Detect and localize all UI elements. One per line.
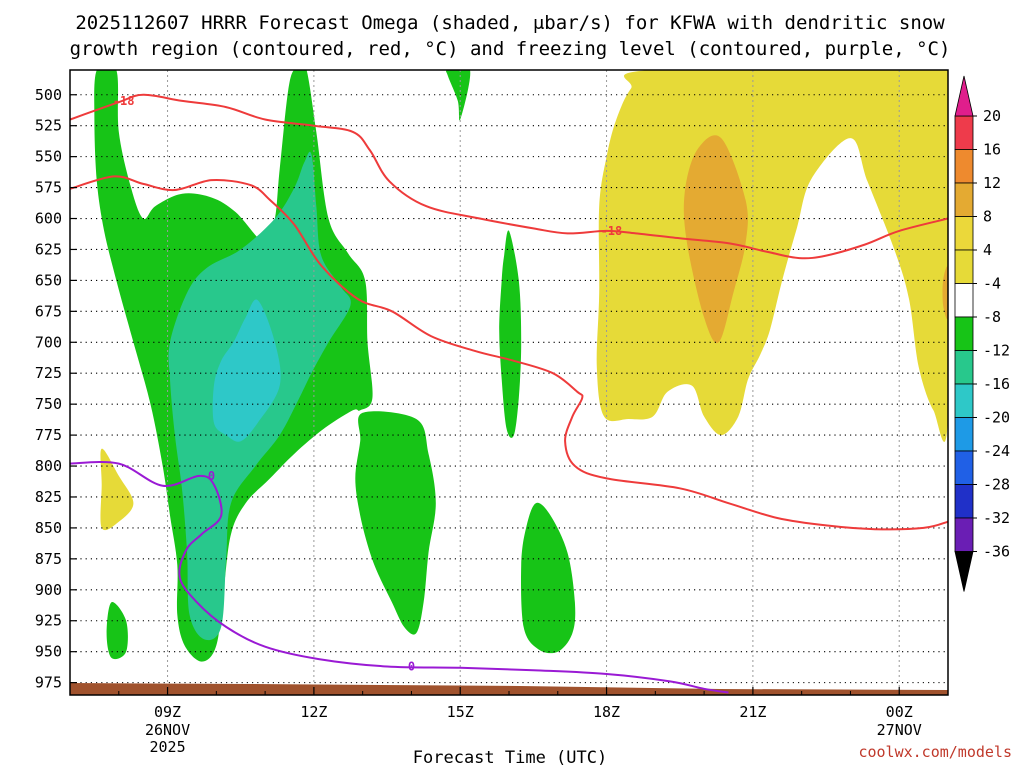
omega-region--4-5: [499, 230, 522, 438]
y-tick-label: 875: [35, 550, 62, 568]
y-tick-label: 550: [35, 148, 62, 166]
colorbar-label: -8: [983, 308, 1001, 326]
colorbar-label: -16: [983, 375, 1010, 393]
colorbar-segment: [954, 182, 974, 217]
red-contour-label: -18: [601, 224, 623, 238]
dendritic-growth-contours: -18 -18: [70, 93, 948, 531]
omega-region-4-9: [596, 70, 948, 442]
colorbar-segment: [954, 417, 974, 452]
omega-region--12-2: [212, 299, 281, 442]
colorbar-bottom-arrow: [954, 551, 974, 592]
y-tick-label: 850: [35, 519, 62, 537]
y-tick-label: 675: [35, 302, 62, 320]
colorbar-segment: [954, 115, 974, 150]
y-tick-label: 575: [35, 179, 62, 197]
freezing-level-line: [70, 460, 729, 694]
colorbar-segment: [954, 450, 974, 485]
y-tick-label: 825: [35, 488, 62, 506]
y-tick-label: 625: [35, 240, 62, 258]
colorbar-top-arrow: [954, 75, 974, 117]
omega-region--4-4: [445, 70, 471, 121]
colorbar-label: -24: [983, 442, 1010, 460]
colorbar-label: -12: [983, 342, 1010, 360]
red-contour-1: [70, 175, 948, 531]
x-tick-label: 00Z: [886, 703, 913, 721]
colorbar-segment: [954, 484, 974, 519]
chart-title: 2025112607 HRRR Forecast Omega (shaded, …: [70, 12, 951, 60]
y-tick-label: 600: [35, 210, 62, 228]
y-tick-label: 900: [35, 581, 62, 599]
y-tick-label: 725: [35, 364, 62, 382]
omega-shading: [94, 70, 948, 662]
colorbar-label: 12: [983, 174, 1001, 192]
omega-region-4-8: [100, 448, 134, 531]
x-tick-label: 09Z: [154, 703, 181, 721]
omega-region--4-7: [106, 601, 128, 660]
freezing-level-label: 0: [408, 660, 415, 674]
x-tick-label: 12Z: [300, 703, 327, 721]
title-line-1: 2025112607 HRRR Forecast Omega (shaded, …: [75, 12, 945, 34]
colorbar-label: -32: [983, 509, 1010, 527]
y-axis-pressure: 500 525 550 575 600 625 650 675 700 725 750 775 800 8…: [35, 86, 77, 692]
colorbar-label: 20: [983, 107, 1001, 125]
x-year-label: 2025: [149, 738, 185, 756]
colorbar-label: 8: [983, 208, 992, 226]
colorbar-label: 4: [983, 241, 992, 259]
x-tick-label: 18Z: [593, 703, 620, 721]
omega-region--4-3: [355, 411, 436, 635]
y-tick-label: 500: [35, 86, 62, 104]
freezing-level-label: 0: [208, 469, 215, 483]
omega-region--4-6: [521, 502, 576, 654]
colorbar-label: -28: [983, 476, 1010, 494]
y-tick-label: 975: [35, 674, 62, 692]
y-tick-label: 925: [35, 612, 62, 630]
y-tick-label: 775: [35, 426, 62, 444]
colorbar-label: -20: [983, 409, 1010, 427]
colorbar-label: 16: [983, 141, 1001, 159]
colorbar-legend: 20 16 12 8 4 -4 -8 -12 -16 -20 -24 -28 -32 -36: [954, 75, 1010, 592]
y-tick-label: 525: [35, 117, 62, 135]
colorbar-label: -36: [983, 543, 1010, 561]
red-contour-0: [70, 93, 948, 260]
y-tick-label: 800: [35, 457, 62, 475]
credit-text: coolwx.com/models: [858, 743, 1012, 761]
x-date-label: 27NOV: [877, 721, 922, 739]
colorbar-segment: [954, 383, 974, 418]
x-date-label: 26NOV: [145, 721, 190, 739]
omega-region-8-11: [942, 266, 948, 320]
x-axis-label: Forecast Time (UTC): [413, 748, 607, 768]
colorbar-segment: [954, 316, 974, 351]
colorbar-segment: [954, 517, 974, 552]
colorbar-label: -4: [983, 275, 1001, 293]
colorbar-segment: [954, 216, 974, 251]
colorbar-segment: [954, 249, 974, 284]
freezing-level-contour: 00: [70, 460, 729, 694]
y-tick-label: 650: [35, 271, 62, 289]
x-tick-label: 21Z: [739, 703, 766, 721]
x-tick-label: 15Z: [447, 703, 474, 721]
colorbar-segment: [954, 350, 974, 385]
title-line-2: growth region (contoured, red, °C) and f…: [70, 38, 951, 60]
y-tick-label: 750: [35, 395, 62, 413]
colorbar-segment: [954, 283, 974, 318]
red-contour-label: -18: [113, 94, 135, 108]
y-tick-label: 950: [35, 643, 62, 661]
colorbar-segment: [954, 149, 974, 184]
y-tick-label: 700: [35, 333, 62, 351]
